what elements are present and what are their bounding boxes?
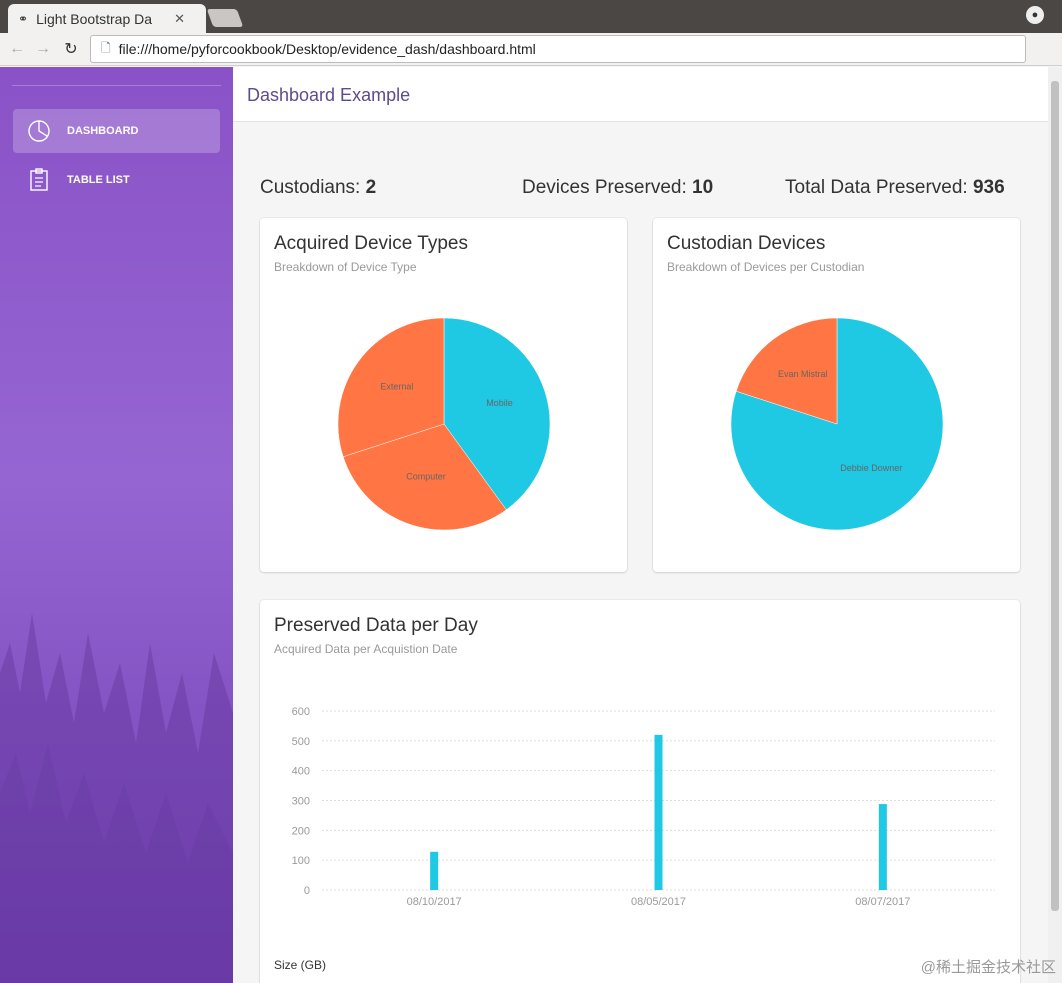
pie-label: Mobile: [486, 398, 513, 408]
sidebar-divider: [12, 85, 221, 86]
card-title: Acquired Device Types: [274, 233, 468, 254]
page-scrollbar[interactable]: [1048, 67, 1062, 983]
stat-value: 2: [365, 177, 377, 198]
navbar-brand[interactable]: Dashboard Example: [247, 85, 411, 105]
pie-label: Debbie Downer: [840, 463, 902, 473]
sidebar-item-label: TABLE LIST: [67, 174, 130, 186]
y-tick-label: 100: [292, 855, 310, 867]
device-types-pie-chart: Mobile Computer External: [337, 317, 551, 531]
back-arrow-icon[interactable]: ←: [9, 40, 25, 57]
stat-total-data: Total Data Preserved: 936: [785, 177, 1005, 199]
pie-slice-debbie-downer[interactable]: [730, 317, 944, 531]
page-icon: 🗋: [101, 40, 111, 55]
sidebar-item-dashboard[interactable]: DASHBOARD: [13, 109, 220, 153]
y-tick-label: 600: [292, 706, 310, 718]
browser-tab[interactable]: ⚭ Light Bootstrap Da ✕: [8, 4, 206, 33]
top-navbar: Dashboard Example: [233, 67, 1048, 122]
sidebar-item-label: DASHBOARD: [67, 125, 139, 137]
preserved-data-bar-chart: 0 100 200 300 400 500 600 08/10/2017 08/05/2017 0…: [292, 706, 995, 908]
x-tick-label: 08/07/2017: [855, 896, 910, 908]
clipboard-icon: [30, 168, 48, 191]
browser-titlebar: ⚭ Light Bootstrap Da ✕ ●: [0, 0, 1062, 33]
card-acquired-device-types: Acquired Device Types Breakdown of Devic…: [260, 218, 627, 572]
browser-toolbar: ← → ↻ 🗋 file:///home/pyforcookbook/Deskt…: [0, 33, 1062, 66]
main-content: Dashboard Example Custodians: 2 Devices …: [233, 67, 1048, 983]
pie-slice-evan-mistral[interactable]: [735, 317, 838, 425]
custodian-devices-pie-chart: Debbie Downer Evan Mistral: [730, 317, 944, 531]
stat-value: 936: [972, 177, 1005, 198]
pie-chart-icon: [28, 120, 50, 142]
profile-icon[interactable]: ●: [1026, 6, 1044, 24]
stat-value: 10: [692, 177, 714, 198]
scrollbar-thumb[interactable]: [1051, 81, 1059, 911]
pie-slice-external[interactable]: [337, 317, 445, 458]
stat-label: Devices Preserved:: [522, 177, 687, 198]
stat-label: Custodians:: [260, 177, 361, 198]
card-custodian-devices: Custodian Devices Breakdown of Devices p…: [653, 218, 1020, 572]
tab-favicon-icon: ⚭: [18, 11, 29, 26]
y-tick-label: 0: [304, 885, 310, 897]
pie-slice-mobile[interactable]: [443, 317, 551, 511]
y-tick-label: 200: [292, 825, 310, 837]
new-tab-button[interactable]: [206, 9, 244, 27]
card-subtitle: Acquired Data per Acquistion Date: [274, 642, 458, 656]
y-tick-label: 400: [292, 766, 310, 778]
pie-label: External: [380, 382, 413, 392]
bar[interactable]: [878, 804, 887, 890]
x-tick-label: 08/10/2017: [407, 896, 462, 908]
stat-label: Total Data Preserved:: [785, 177, 968, 198]
url-bar[interactable]: 🗋 file:///home/pyforcookbook/Desktop/evi…: [90, 35, 1026, 63]
bar[interactable]: [654, 734, 663, 890]
sidebar: DASHBOARD TABLE LIST: [0, 67, 233, 983]
forward-arrow-icon[interactable]: →: [35, 40, 51, 57]
chart-legend: Size (GB): [274, 958, 327, 972]
bar[interactable]: [430, 851, 439, 890]
pie-label: Computer: [406, 471, 446, 481]
tab-title: Light Bootstrap Da: [36, 10, 153, 27]
reload-icon[interactable]: ↻: [64, 41, 78, 58]
y-tick-label: 500: [292, 736, 310, 748]
card-preserved-data-per-day: Preserved Data per Day Acquired Data per…: [260, 600, 1020, 983]
tab-close-icon[interactable]: ✕: [174, 10, 185, 26]
y-tick-label: 300: [292, 796, 310, 808]
url-text[interactable]: file:///home/pyforcookbook/Desktop/evide…: [118, 41, 536, 57]
watermark: @稀土掘金技术社区: [920, 959, 1056, 976]
sidebar-item-table-list[interactable]: TABLE LIST: [13, 158, 220, 202]
card-title: Preserved Data per Day: [274, 615, 478, 636]
card-subtitle: Breakdown of Device Type: [274, 260, 417, 274]
pie-label: Evan Mistral: [778, 369, 828, 379]
stat-custodians: Custodians: 2: [260, 177, 376, 199]
forest-background: [0, 613, 233, 983]
stat-devices-preserved: Devices Preserved: 10: [522, 177, 713, 199]
card-title: Custodian Devices: [667, 233, 826, 254]
card-subtitle: Breakdown of Devices per Custodian: [667, 260, 865, 274]
pie-slice-computer[interactable]: [342, 423, 507, 531]
x-tick-label: 08/05/2017: [631, 896, 686, 908]
